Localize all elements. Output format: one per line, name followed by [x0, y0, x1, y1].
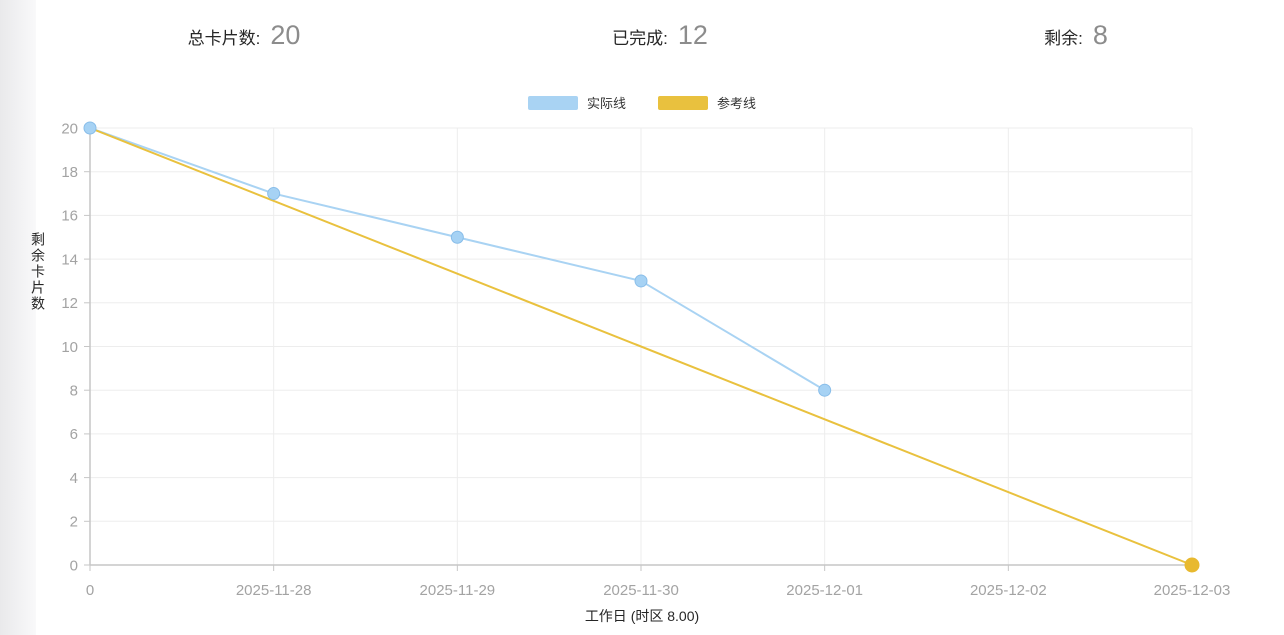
x-tick-label: 2025-12-03 — [1154, 582, 1231, 599]
left-edge-strip — [0, 0, 36, 635]
legend-item-reference-line[interactable]: 参考线 — [658, 93, 756, 112]
stat-remaining: 剩余: 8 — [868, 20, 1284, 51]
data-point-实际线[interactable] — [818, 383, 832, 397]
y-tick-label: 12 — [61, 295, 78, 312]
stat-completed: 已完成: 12 — [452, 20, 868, 51]
y-axis-title: 剩余卡片数 — [30, 232, 46, 312]
legend-swatch-reference — [658, 95, 708, 110]
y-tick-label: 0 — [70, 557, 78, 574]
stats-row: 总卡片数: 20 已完成: 12 剩余: 8 — [36, 20, 1284, 51]
data-point-实际线[interactable] — [450, 230, 464, 244]
stat-remaining-label: 剩余: — [1044, 29, 1083, 48]
x-tick-label: 2025-11-30 — [603, 582, 679, 599]
y-tick-label: 20 — [61, 120, 78, 137]
data-point-参考线[interactable] — [1184, 557, 1200, 573]
y-tick-label: 16 — [61, 208, 78, 225]
stat-total-label: 总卡片数: — [187, 29, 261, 48]
x-tick-label: 0 — [86, 582, 94, 599]
x-tick-label: 2025-12-02 — [970, 582, 1047, 599]
y-tick-label: 14 — [61, 251, 78, 268]
legend-item-actual-line[interactable]: 实际线 — [527, 93, 626, 112]
legend-label-actual: 实际线 — [586, 96, 626, 111]
burndown-chart-svg[interactable]: 0 2 4 6 8 10 12 14 16 18 20 0 2025-11-28 2025-11-29 20… — [0, 115, 1284, 635]
data-point-实际线[interactable] — [267, 187, 281, 201]
y-tick-label: 8 — [70, 382, 78, 399]
stat-completed-label: 已完成: — [612, 29, 668, 48]
y-tick-label: 4 — [70, 470, 78, 487]
x-axis-title: 工作日 (时区 8.00) — [584, 608, 700, 624]
stat-total-value: 20 — [270, 20, 301, 50]
stat-total-cards: 总卡片数: 20 — [36, 20, 452, 51]
series-line-参考线[interactable] — [89, 127, 1193, 566]
stat-remaining-value: 8 — [1092, 20, 1108, 50]
y-tick-label: 2 — [70, 514, 78, 531]
chart-legend: 实际线 参考线 — [0, 93, 1284, 112]
y-tick-label: 6 — [70, 426, 78, 443]
x-tick-label: 2025-12-01 — [786, 582, 863, 599]
data-point-实际线[interactable] — [634, 274, 648, 288]
x-tick-label: 2025-11-29 — [420, 582, 496, 599]
legend-swatch-actual — [527, 95, 578, 110]
stat-completed-value: 12 — [677, 20, 708, 50]
data-point-实际线[interactable] — [83, 121, 97, 135]
y-tick-label: 10 — [61, 339, 78, 356]
x-tick-label: 2025-11-28 — [236, 582, 312, 599]
legend-label-reference: 参考线 — [717, 96, 757, 111]
y-tick-label: 18 — [61, 164, 78, 181]
